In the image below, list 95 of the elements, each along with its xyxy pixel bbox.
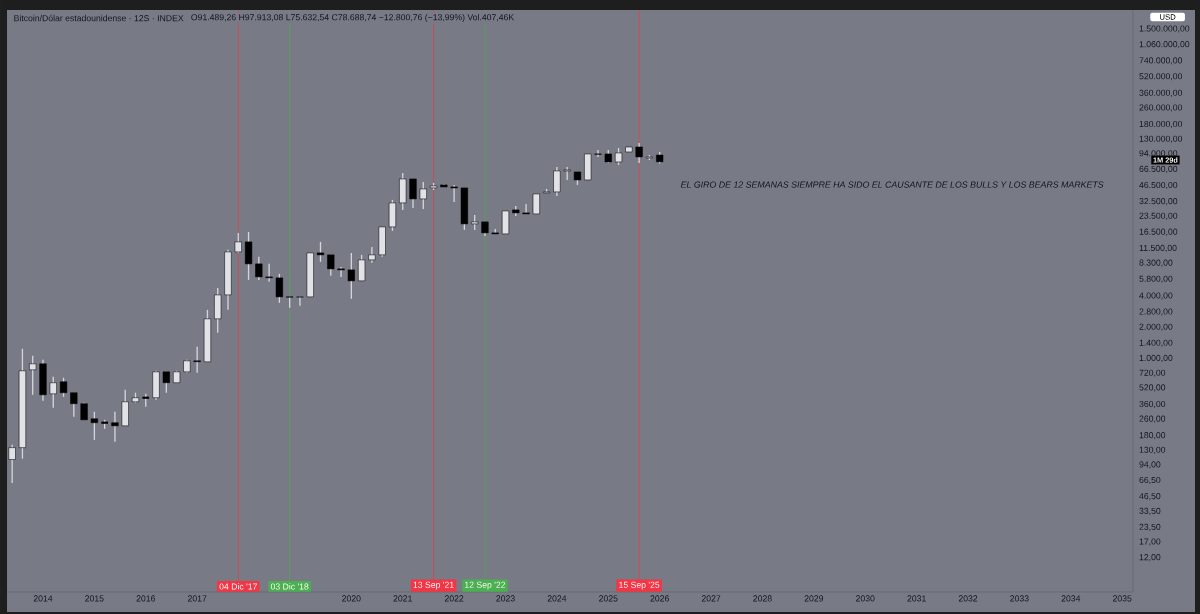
x-tick-label: 2017 xyxy=(187,595,207,602)
candlestick xyxy=(234,232,242,254)
candlestick xyxy=(501,210,510,235)
candlestick xyxy=(214,287,222,334)
chart-subtitle: O91.489,26 H97.913,08 L75.632,54 C78.688,74 −12.800,76 (−13,99%) Vol.407,46K xyxy=(191,13,515,23)
ref-line-label: 13 Sep '21 xyxy=(413,581,454,590)
y-tick-label: 16.500,00 xyxy=(1139,228,1178,236)
candlestick xyxy=(327,254,335,277)
x-tick-label: 2033 xyxy=(1010,595,1029,602)
y-tick-label: 23.500,00 xyxy=(1139,212,1178,220)
y-tick-label: 740.000,00 xyxy=(1139,57,1183,65)
x-tick-label: 2027 xyxy=(701,595,721,602)
y-tick-label: 11.500,00 xyxy=(1139,244,1177,253)
annotation: EL GIRO DE 12 SEMANAS SIEMPRE HA SIDO EL CAUSANTE DE LOS BULLS Y LOS BEARS MARKETS xyxy=(680,181,1104,188)
ref-line-label: 03 Dic '18 xyxy=(270,583,309,590)
y-tick-label: 5.800,00 xyxy=(1139,275,1173,283)
y-tick-label: 8.300,00 xyxy=(1139,259,1173,267)
x-tick-label: 2022 xyxy=(444,595,464,602)
y-tick-label: 66.500,00 xyxy=(1139,165,1178,173)
y-tick-label: 520,00 xyxy=(1139,384,1166,392)
y-tick-label: 1.060.000,00 xyxy=(1139,41,1190,49)
y-tick-label: 130.000,00 xyxy=(1139,135,1183,143)
y-tick-label: 1.400,00 xyxy=(1139,339,1173,347)
y-tick-label: 12,00 xyxy=(1139,554,1161,562)
candlestick xyxy=(409,178,417,209)
candlestick xyxy=(193,346,201,374)
y-tick-label: 1.000,00 xyxy=(1139,354,1173,363)
x-tick-label: 2032 xyxy=(958,595,978,602)
x-tick-label: 2015 xyxy=(85,595,104,602)
x-tick-label: 2034 xyxy=(1061,595,1081,602)
chart-title: Bitcoin/Dólar estadounidense · 12S · INDEX xyxy=(14,14,184,22)
y-tick-label: 260.000,00 xyxy=(1139,104,1183,112)
candlestick xyxy=(388,199,397,232)
x-tick-label: 2026 xyxy=(650,595,669,602)
x-tick-label: 2014 xyxy=(33,595,53,602)
candlestick xyxy=(8,444,16,484)
candlestick xyxy=(244,231,253,281)
candlestick xyxy=(532,193,540,215)
candlestick xyxy=(296,296,304,307)
candlestick xyxy=(49,376,57,409)
candlestick xyxy=(358,254,366,282)
y-tick-label: 180.000,00 xyxy=(1139,120,1183,129)
x-tick-label: 2016 xyxy=(136,595,156,602)
candlestick xyxy=(635,142,643,164)
candlestick xyxy=(70,392,78,418)
x-tick-label: 2025 xyxy=(599,595,618,602)
candlestick xyxy=(522,203,530,215)
y-tick-label: 4.000,00 xyxy=(1139,292,1173,300)
y-tick-label: 360,00 xyxy=(1139,400,1166,409)
y-tick-label: 720,00 xyxy=(1139,369,1166,377)
ref-line-label: 12 Sep '22 xyxy=(465,581,506,590)
y-tick-label: 2.800,00 xyxy=(1139,308,1173,316)
y-tick-label: 2.000,00 xyxy=(1139,323,1173,331)
y-tick-label: 94.000,00 xyxy=(1139,150,1178,158)
y-tick-label: 46.500,00 xyxy=(1139,181,1178,190)
y-tick-label: 66,50 xyxy=(1139,476,1161,485)
x-tick-label: 2023 xyxy=(496,595,515,602)
candlestick xyxy=(265,263,273,283)
y-tick-label: 94,00 xyxy=(1139,461,1161,469)
x-tick-label: 2028 xyxy=(753,595,772,602)
y-tick-label: 360.000,00 xyxy=(1139,89,1183,97)
candlestick xyxy=(399,172,407,211)
y-tick-label: 130,00 xyxy=(1139,446,1166,454)
y-tick-label: 520.000,00 xyxy=(1139,73,1183,81)
x-tick-label: 2035 xyxy=(1113,595,1132,602)
candlestick xyxy=(59,377,68,398)
y-tick-label: 1.500.000,00 xyxy=(1139,25,1190,33)
y-tick-label: 17,00 xyxy=(1139,538,1161,546)
candlestick xyxy=(594,149,602,158)
x-tick-label: 2029 xyxy=(804,595,824,602)
x-tick-label: 2021 xyxy=(393,595,412,602)
x-tick-label: 2024 xyxy=(547,595,567,602)
candlestick xyxy=(450,184,458,203)
y-tick-label: 33,50 xyxy=(1139,507,1161,515)
candlestick xyxy=(316,241,325,263)
candlestick xyxy=(275,273,283,304)
y-tick-label: 23,50 xyxy=(1139,523,1161,531)
candlestick xyxy=(255,256,263,281)
candlestick xyxy=(111,411,119,443)
candlestick xyxy=(90,411,98,441)
x-tick-label: 2030 xyxy=(856,595,875,602)
y-tick-label: 180,00 xyxy=(1139,432,1166,440)
candlestick xyxy=(553,166,561,197)
candlestick xyxy=(29,355,37,396)
candlestick xyxy=(162,371,170,394)
candlestick xyxy=(337,266,345,278)
candlestick xyxy=(347,252,355,300)
x-tick-label: 2020 xyxy=(342,595,361,602)
y-tick-label: 260,00 xyxy=(1139,415,1166,423)
candlestick xyxy=(419,181,427,210)
y-tick-label: 32.500,00 xyxy=(1139,198,1178,206)
y-tick-label: 46,50 xyxy=(1139,493,1161,501)
ref-line-label: 15 Sep '25 xyxy=(619,581,660,590)
x-tick-label: 2031 xyxy=(907,595,926,602)
ref-line-label: 04 Dic '17 xyxy=(219,583,257,590)
